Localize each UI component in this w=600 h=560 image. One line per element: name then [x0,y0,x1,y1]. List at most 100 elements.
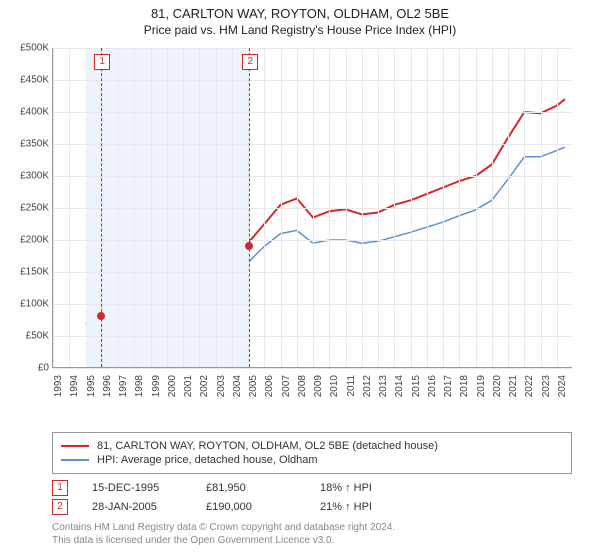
x-tick-label: 2013 [378,375,389,397]
x-gridline [346,48,347,367]
x-gridline [183,48,184,367]
x-gridline [134,48,135,367]
x-tick-label: 2015 [411,375,422,397]
x-tick-label: 1998 [134,375,145,397]
footer-attribution: Contains HM Land Registry data © Crown c… [52,521,572,547]
x-gridline [362,48,363,367]
y-tick-label: £300K [20,171,49,182]
x-gridline [443,48,444,367]
sale-marker-box: 2 [242,54,258,70]
x-tick-label: 1996 [102,375,113,397]
transaction-delta: 18% ↑ HPI [320,482,410,494]
transaction-date: 15-DEC-1995 [92,482,182,494]
x-gridline [281,48,282,367]
sale-marker-box: 1 [94,54,110,70]
x-tick-label: 2008 [297,375,308,397]
x-tick-label: 2021 [508,375,519,397]
x-gridline [394,48,395,367]
y-tick-label: £200K [20,235,49,246]
x-gridline [216,48,217,367]
x-gridline [199,48,200,367]
x-gridline [411,48,412,367]
y-tick-label: £150K [20,267,49,278]
x-tick-label: 2009 [313,375,324,397]
x-tick-label: 2002 [199,375,210,397]
legend-item: 81, CARLTON WAY, ROYTON, OLDHAM, OL2 5BE… [61,440,563,452]
x-gridline [232,48,233,367]
x-tick-label: 2016 [427,375,438,397]
legend: 81, CARLTON WAY, ROYTON, OLDHAM, OL2 5BE… [52,432,572,474]
transaction-row: 1 15-DEC-1995 £81,950 18% ↑ HPI [52,480,572,496]
x-tick-label: 2006 [264,375,275,397]
sale-marker-dot [97,312,105,320]
x-tick-label: 1997 [118,375,129,397]
footer-line: Contains HM Land Registry data © Crown c… [52,521,572,534]
x-gridline [86,48,87,367]
legend-item: HPI: Average price, detached house, Oldh… [61,454,563,466]
x-tick-label: 2018 [459,375,470,397]
y-tick-label: £250K [20,203,49,214]
x-tick-label: 1994 [69,375,80,397]
sale-marker-dot [245,242,253,250]
x-tick-label: 2003 [216,375,227,397]
y-tick-label: £500K [20,43,49,54]
x-tick-label: 2022 [524,375,535,397]
x-gridline [53,48,54,367]
x-tick-label: 2020 [492,375,503,397]
y-tick-label: £450K [20,75,49,86]
sale-marker-line [249,48,250,367]
legend-swatch [61,459,89,461]
x-tick-label: 2010 [329,375,340,397]
x-tick-label: 2014 [394,375,405,397]
x-gridline [151,48,152,367]
x-tick-label: 1993 [53,375,64,397]
x-tick-label: 2012 [362,375,373,397]
x-gridline [297,48,298,367]
x-tick-label: 2007 [281,375,292,397]
legend-label: 81, CARLTON WAY, ROYTON, OLDHAM, OL2 5BE… [97,440,438,452]
y-tick-label: £0 [38,363,49,374]
y-gridline [53,368,572,369]
y-tick-label: £350K [20,139,49,150]
transactions-table: 115-DEC-1995£81,95018% ↑ HPI228-JAN-2005… [52,480,572,515]
transaction-price: £81,950 [206,482,296,494]
x-tick-label: 2011 [346,375,357,397]
x-tick-label: 1999 [151,375,162,397]
legend-swatch [61,445,89,447]
x-gridline [118,48,119,367]
x-tick-label: 2001 [183,375,194,397]
x-gridline [378,48,379,367]
y-tick-label: £50K [26,331,49,342]
x-tick-label: 2019 [476,375,487,397]
x-gridline [329,48,330,367]
transaction-marker-box: 1 [52,480,68,496]
transaction-row: 228-JAN-2005£190,00021% ↑ HPI [52,499,572,515]
chart-subtitle: Price paid vs. HM Land Registry's House … [0,23,600,37]
x-gridline [508,48,509,367]
x-tick-label: 2024 [557,375,568,397]
x-tick-label: 1995 [86,375,97,397]
transaction-price: £190,000 [206,501,296,513]
x-gridline [313,48,314,367]
transaction-marker-box: 2 [52,499,68,515]
x-gridline [69,48,70,367]
x-gridline [557,48,558,367]
x-gridline [492,48,493,367]
x-gridline [476,48,477,367]
legend-label: HPI: Average price, detached house, Oldh… [97,454,318,466]
y-tick-label: £400K [20,107,49,118]
chart-title: 81, CARLTON WAY, ROYTON, OLDHAM, OL2 5BE [0,6,600,21]
footer-line: This data is licensed under the Open Gov… [52,534,572,547]
x-gridline [264,48,265,367]
x-tick-label: 2000 [167,375,178,397]
x-tick-label: 2023 [541,375,552,397]
x-gridline [167,48,168,367]
x-gridline [524,48,525,367]
x-tick-label: 2017 [443,375,454,397]
x-tick-label: 2005 [248,375,259,397]
transaction-delta: 21% ↑ HPI [320,501,410,513]
x-gridline [427,48,428,367]
x-tick-label: 2004 [232,375,243,397]
y-tick-label: £100K [20,299,49,310]
x-gridline [541,48,542,367]
